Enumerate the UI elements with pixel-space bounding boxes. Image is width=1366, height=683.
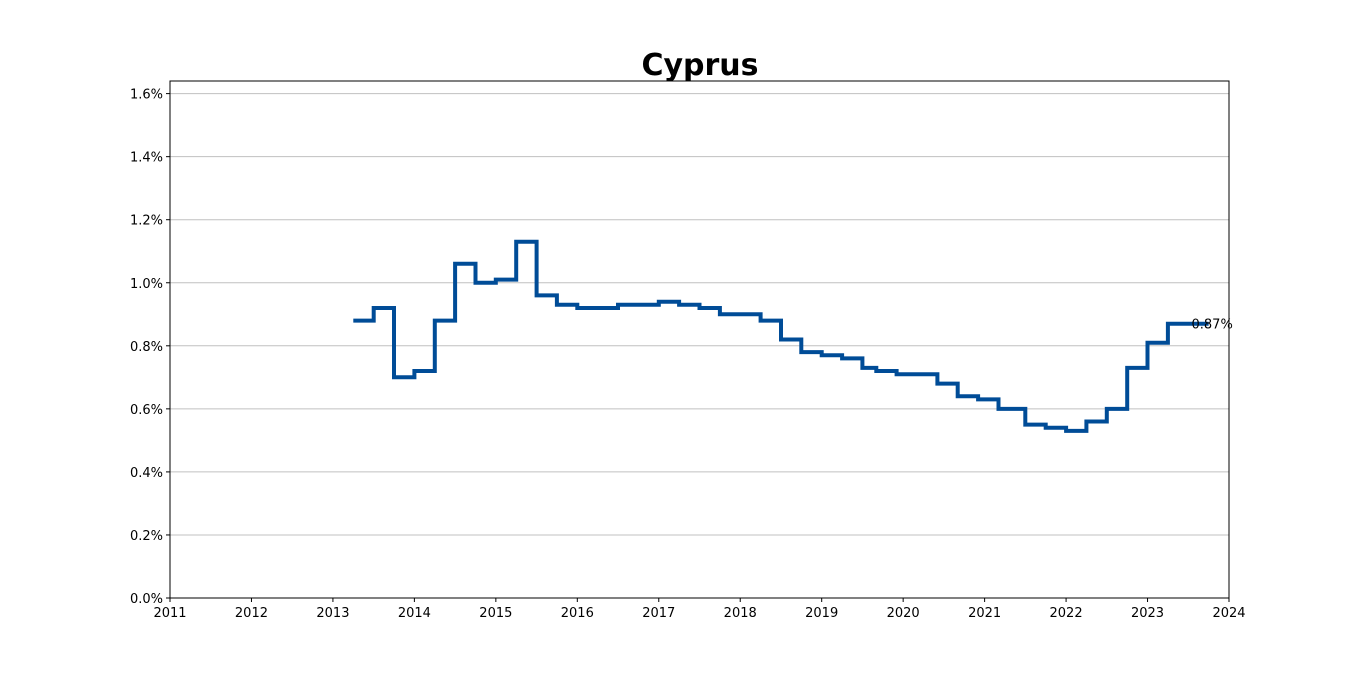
x-tick-label: 2017: [642, 606, 675, 621]
y-tick-label: 0.2%: [130, 529, 163, 544]
chart-title: Cyprus: [641, 48, 758, 83]
last-value-annotation: 0.87%: [1192, 318, 1233, 333]
x-tick-label: 2015: [479, 606, 512, 621]
y-tick-label: 1.6%: [130, 88, 163, 103]
x-tick-label: 2021: [968, 606, 1001, 621]
x-tick-label: 2018: [724, 606, 757, 621]
x-tick-label: 2012: [235, 606, 268, 621]
x-axis: 2011 2012 2013 2014 2015 2016 2017 2018 2019 2020…: [153, 598, 1246, 621]
x-tick-label: 2022: [1050, 606, 1083, 621]
y-tick-label: 1.0%: [130, 277, 163, 292]
series-line: [353, 239, 1209, 433]
y-tick-label: 1.4%: [130, 151, 163, 166]
x-tick-label: 2016: [561, 606, 594, 621]
y-tick-label: 0.0%: [130, 592, 163, 607]
plot-frame: [169, 80, 1230, 599]
x-tick-label: 2024: [1212, 606, 1245, 621]
x-tick-label: 2011: [153, 606, 186, 621]
x-tick-label: 2020: [887, 606, 920, 621]
y-tick-label: 1.2%: [130, 214, 163, 229]
y-axis: 0.0% 0.2% 0.4% 0.6% 0.8% 1.0% 1.2% 1.4% 1.6%: [130, 88, 170, 607]
x-tick-label: 2014: [398, 606, 431, 621]
y-tick-label: 0.8%: [130, 340, 163, 355]
x-tick-label: 2013: [316, 606, 349, 621]
x-tick-label: 2023: [1131, 606, 1164, 621]
y-tick-label: 0.6%: [130, 403, 163, 418]
x-tick-label: 2019: [805, 606, 838, 621]
y-tick-label: 0.4%: [130, 466, 163, 481]
series-line-group: [353, 239, 1209, 433]
grid-lines: [170, 93, 1229, 536]
